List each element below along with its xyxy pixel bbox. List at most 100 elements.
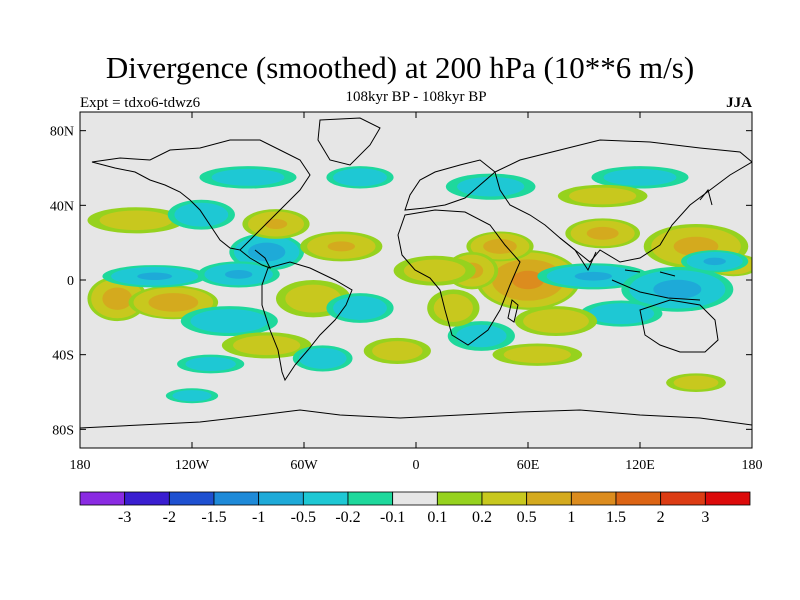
x-tick-label: 120W	[175, 458, 210, 473]
divergence-cell	[565, 218, 641, 249]
coastline-north-america	[91, 139, 311, 251]
contour-band	[569, 187, 637, 205]
contour-band	[588, 303, 655, 325]
contour-band	[190, 309, 269, 334]
colorbar-label: -3	[118, 509, 131, 526]
divergence-cell	[87, 276, 148, 322]
divergence-cell	[292, 345, 353, 372]
divergence-cell	[167, 199, 235, 230]
colorbar-label: 1.5	[606, 509, 626, 526]
colorbar-swatch	[213, 491, 260, 506]
contour-band	[511, 270, 545, 290]
contour-band	[327, 241, 356, 252]
divergence-cell	[102, 265, 207, 288]
coastline-central-america	[239, 249, 272, 269]
colorbar-label: 0.5	[517, 509, 537, 526]
x-tick-label: 180	[70, 458, 91, 473]
colorbar-swatch	[660, 491, 706, 506]
contour-band	[456, 324, 507, 348]
colorbar-label: 0.1	[427, 509, 447, 526]
contour-band	[185, 357, 236, 371]
colorbar-swatch	[526, 491, 572, 506]
colorbar-label: -2	[163, 509, 176, 526]
divergence-cell	[221, 332, 312, 359]
colorbar-swatch	[392, 491, 438, 506]
contour-band	[653, 279, 702, 299]
contour-band	[574, 271, 612, 281]
coastline-south-america	[261, 261, 353, 382]
colorbar-label: 2	[657, 509, 665, 526]
contour-band	[148, 293, 199, 312]
contour-band	[403, 259, 466, 282]
contour-band	[433, 294, 473, 322]
divergence-cell	[591, 166, 689, 189]
divergence-cell	[445, 173, 536, 200]
y-tick-label: 80N	[50, 125, 74, 140]
colorbar-swatch	[168, 491, 215, 506]
coastline-madagascar	[507, 299, 519, 323]
y-tick-label: 40S	[52, 349, 74, 364]
contour-band	[333, 168, 387, 187]
divergence-cell	[393, 255, 476, 286]
y-tick-label: 40N	[50, 199, 74, 214]
contour-band	[333, 296, 387, 320]
divergence-cell	[180, 306, 278, 337]
contour-band	[247, 242, 286, 262]
contour-band	[99, 210, 173, 231]
divergence-cell	[427, 289, 480, 327]
contour-band	[172, 390, 212, 402]
contour-band	[586, 226, 619, 240]
x-tick-label: 180	[742, 458, 763, 473]
divergence-cell	[681, 250, 749, 273]
divergence-cell	[128, 285, 219, 320]
divergence-cell	[197, 261, 280, 288]
y-tick-label: 0	[67, 274, 74, 289]
colorbar-label: 1	[567, 509, 575, 526]
colorbar-swatch	[481, 491, 528, 506]
divergence-cell	[199, 166, 297, 189]
colorbar-swatch	[570, 491, 617, 506]
x-tick-label: 120E	[625, 458, 655, 473]
coastline-indonesia	[611, 269, 701, 301]
x-tick-label: 60E	[517, 458, 540, 473]
colorbar-label: -0.2	[335, 509, 360, 526]
coastline-greenland	[317, 117, 381, 166]
season-label: JJA	[726, 95, 752, 111]
contour-band	[483, 238, 517, 254]
divergence-cell	[87, 207, 185, 234]
divergence-cell	[165, 388, 219, 404]
colorbar-label: -1.5	[201, 509, 226, 526]
experiment-label: Expt = tdxo6-tdwz6	[80, 95, 201, 111]
colorbar-swatch	[347, 491, 394, 506]
contour-band	[233, 335, 301, 356]
coastline-europe	[404, 159, 496, 211]
colorbar-swatch	[302, 491, 349, 506]
divergence-cell	[447, 321, 515, 351]
colorbar-swatch	[436, 491, 483, 506]
divergence-cell	[326, 166, 394, 189]
colorbar-label: -1	[252, 509, 265, 526]
y-tick-label: 80S	[52, 423, 74, 438]
divergence-cell	[326, 293, 394, 323]
colorbar-label: -0.1	[380, 509, 405, 526]
colorbar-swatch	[704, 491, 751, 506]
contour-band	[211, 168, 285, 186]
divergence-field	[87, 166, 752, 404]
contour-band	[174, 202, 229, 227]
divergence-cell	[666, 373, 726, 392]
contour-band	[703, 257, 726, 266]
coastline-india	[559, 237, 597, 272]
colorbar-label: 3	[701, 509, 709, 526]
divergence-cell	[177, 354, 245, 374]
divergence-cell	[475, 250, 581, 310]
contour-band	[372, 341, 423, 361]
divergence-cell	[514, 306, 598, 337]
divergence-cell	[363, 337, 431, 364]
coastline-africa	[397, 209, 521, 346]
coastline-antarctica	[80, 409, 752, 429]
divergence-cell	[621, 266, 734, 312]
contour-band	[457, 176, 525, 197]
contour-band	[523, 309, 589, 334]
colorbar: -3 -2 -1.5 -1 -0.5 -0.2 -0.1 0.1 0.2 0.5 1 1.5 2 3	[79, 491, 751, 526]
